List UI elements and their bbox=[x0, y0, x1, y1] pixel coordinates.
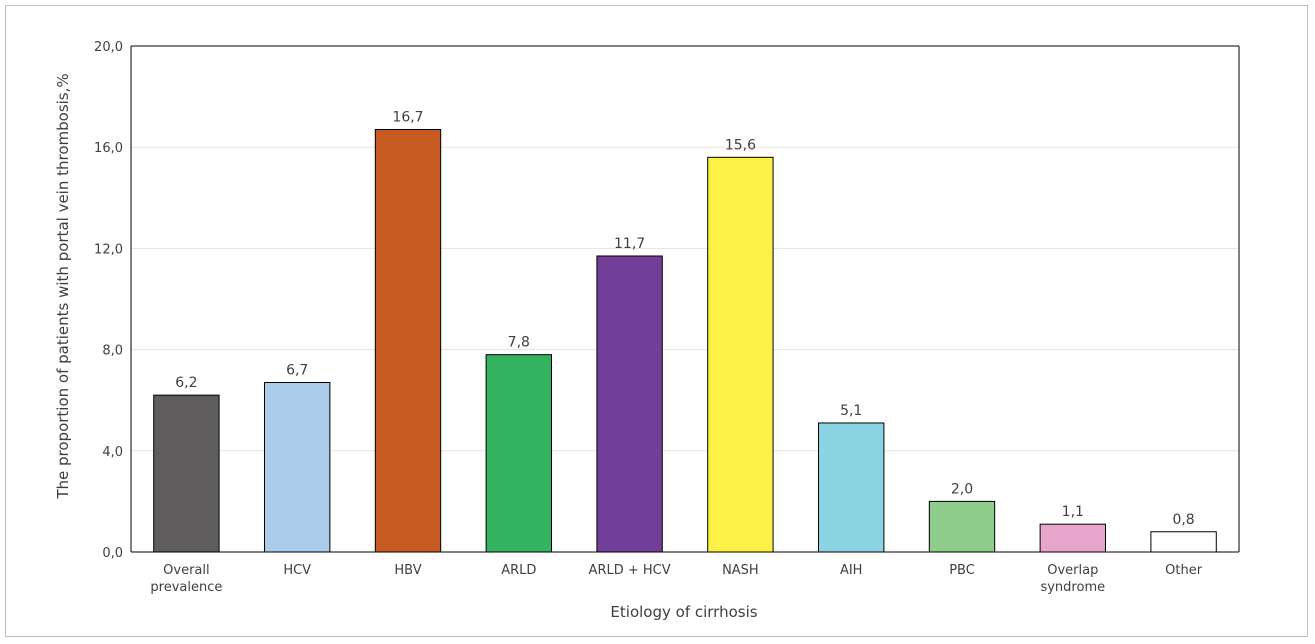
y-tick-label: 4,0 bbox=[102, 445, 123, 460]
x-category-label: NASH bbox=[722, 563, 759, 578]
x-category-label: Other bbox=[1165, 563, 1203, 578]
x-category-label: AIH bbox=[840, 563, 863, 578]
bar bbox=[153, 394, 220, 553]
data-label: 15,6 bbox=[725, 137, 756, 153]
bar bbox=[485, 354, 552, 553]
x-category-label-line: AIH bbox=[840, 563, 863, 578]
x-category-label-line: Overall bbox=[163, 563, 209, 578]
x-category-label: PBC bbox=[949, 563, 975, 578]
x-category-label: Overall prevalence bbox=[150, 563, 222, 595]
bar-chart: 0,0 4,0 8,0 12,0 16,0 20,0 Overall prevalence H… bbox=[54, 40, 1240, 621]
bar bbox=[1150, 531, 1217, 553]
data-label: 5,1 bbox=[840, 403, 862, 419]
x-category-label-line: ARLD bbox=[501, 563, 536, 578]
bar bbox=[928, 500, 996, 553]
bar bbox=[374, 128, 442, 553]
x-category-label-line: ARLD + HCV bbox=[589, 563, 671, 578]
data-label: 16,7 bbox=[392, 109, 423, 125]
x-category-label-line: NASH bbox=[722, 563, 759, 578]
data-label: 7,8 bbox=[508, 335, 530, 351]
y-tick-label: 12,0 bbox=[94, 242, 123, 257]
x-axis-title: Etiology of cirrhosis bbox=[610, 603, 757, 621]
y-tick-label: 20,0 bbox=[94, 40, 123, 55]
bar bbox=[707, 156, 774, 553]
y-tick-label: 8,0 bbox=[102, 344, 123, 359]
x-category-label: HCV bbox=[283, 563, 311, 578]
data-label: 1,1 bbox=[1062, 504, 1084, 520]
bar bbox=[596, 255, 663, 553]
y-tick-label: 0,0 bbox=[102, 546, 123, 561]
x-category-label: HBV bbox=[394, 563, 421, 578]
x-category-labels: Overall prevalence HCV HBV ARLD ARLD + HCV NAS… bbox=[150, 563, 1202, 595]
x-category-label-line: HBV bbox=[394, 563, 421, 578]
x-category-label-line: syndrome bbox=[1040, 580, 1105, 595]
y-axis-title: The proportion of patients with portal v… bbox=[54, 73, 72, 499]
x-category-label-line: Other bbox=[1165, 563, 1203, 578]
y-tick-labels: 0,0 4,0 8,0 12,0 16,0 20,0 bbox=[94, 40, 123, 561]
bar bbox=[818, 422, 885, 553]
data-labels: 6,2 6,7 16,7 7,8 11,7 15,6 5,1 2,0 1,1 0,8 bbox=[175, 109, 1194, 527]
bar bbox=[264, 381, 331, 553]
y-tick-label: 16,0 bbox=[94, 141, 123, 156]
x-category-label: ARLD bbox=[501, 563, 536, 578]
data-label: 11,7 bbox=[614, 236, 645, 252]
bars bbox=[153, 128, 1217, 553]
x-category-label: ARLD + HCV bbox=[589, 563, 671, 578]
x-category-label-line: Overlap bbox=[1047, 563, 1098, 578]
x-category-label-line: PBC bbox=[949, 563, 975, 578]
x-category-label: Overlap syndrome bbox=[1040, 563, 1105, 595]
chart-frame: 0,0 4,0 8,0 12,0 16,0 20,0 Overall prevalence H… bbox=[5, 5, 1308, 637]
data-label: 0,8 bbox=[1172, 512, 1194, 528]
x-category-label-line: HCV bbox=[283, 563, 311, 578]
x-category-label-line: prevalence bbox=[150, 580, 222, 595]
axes bbox=[130, 45, 1240, 553]
data-label: 6,7 bbox=[286, 362, 308, 378]
data-label: 6,2 bbox=[175, 375, 197, 391]
bar bbox=[1039, 523, 1106, 553]
data-label: 2,0 bbox=[951, 481, 973, 497]
